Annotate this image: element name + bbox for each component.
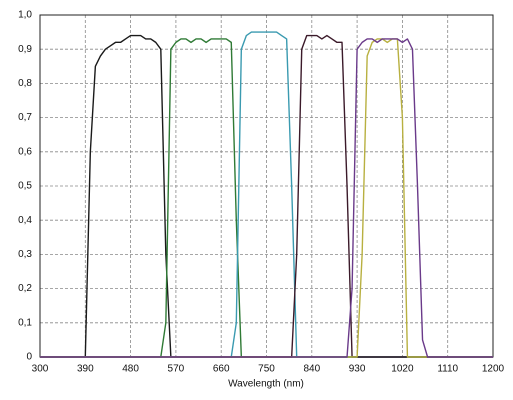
y-tick-label: 0,1	[18, 317, 32, 328]
y-tick-label: 0	[26, 352, 32, 363]
x-axis-label: Wavelength (nm)	[228, 379, 304, 390]
y-tick-label: 0,7	[18, 112, 32, 123]
x-tick-label: 750	[258, 364, 275, 375]
x-tick-label: 1200	[482, 364, 505, 375]
y-tick-label: 1,0	[18, 10, 32, 21]
series-line	[40, 38, 493, 358]
x-tick-label: 840	[303, 364, 320, 375]
x-tick-label: 1110	[437, 364, 458, 375]
y-tick-label: 0,4	[18, 215, 32, 226]
x-tick-label: 660	[213, 364, 230, 375]
x-tick-label: 300	[32, 364, 49, 375]
x-tick-label: 480	[122, 364, 139, 375]
x-tick-label: 1020	[391, 364, 414, 375]
x-tick-label: 930	[349, 364, 366, 375]
y-tick-label: 0,3	[18, 249, 32, 260]
x-tick-label: 570	[168, 364, 185, 375]
y-tick-label: 0,8	[18, 78, 32, 89]
y-tick-label: 0,6	[18, 146, 32, 157]
y-tick-label: 0,2	[18, 283, 32, 294]
y-tick-label: 0,9	[18, 44, 32, 55]
x-tick-label: 390	[77, 364, 94, 375]
y-tick-label: 0,5	[18, 181, 32, 192]
